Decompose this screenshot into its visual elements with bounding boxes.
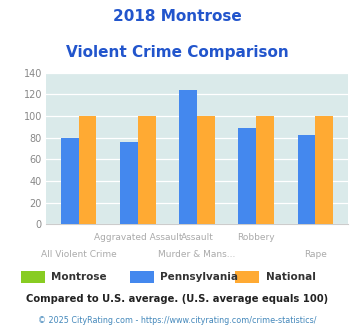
Bar <box>138 116 155 224</box>
Text: 2018 Montrose: 2018 Montrose <box>113 9 242 24</box>
Text: Murder & Mans...: Murder & Mans... <box>158 250 236 259</box>
Text: Violent Crime Comparison: Violent Crime Comparison <box>66 45 289 60</box>
Bar <box>21 271 45 283</box>
Bar <box>297 136 315 224</box>
Text: Rape: Rape <box>304 250 327 259</box>
Text: Robbery: Robbery <box>237 234 275 243</box>
Text: Aggravated Assault: Aggravated Assault <box>94 234 182 243</box>
Bar <box>79 116 97 224</box>
Bar <box>315 116 333 224</box>
Text: Assault: Assault <box>181 234 213 243</box>
Text: Montrose: Montrose <box>51 272 107 282</box>
Bar <box>130 271 154 283</box>
Text: All Violent Crime: All Violent Crime <box>41 250 116 259</box>
Bar <box>197 116 215 224</box>
Bar <box>235 271 259 283</box>
Bar <box>256 116 274 224</box>
Bar <box>179 90 197 224</box>
Bar <box>61 138 79 224</box>
Bar <box>120 142 138 224</box>
Text: © 2025 CityRating.com - https://www.cityrating.com/crime-statistics/: © 2025 CityRating.com - https://www.city… <box>38 316 317 325</box>
Text: National: National <box>266 272 316 282</box>
Text: Pennsylvania: Pennsylvania <box>160 272 239 282</box>
Text: Compared to U.S. average. (U.S. average equals 100): Compared to U.S. average. (U.S. average … <box>26 294 329 304</box>
Bar <box>239 128 256 224</box>
